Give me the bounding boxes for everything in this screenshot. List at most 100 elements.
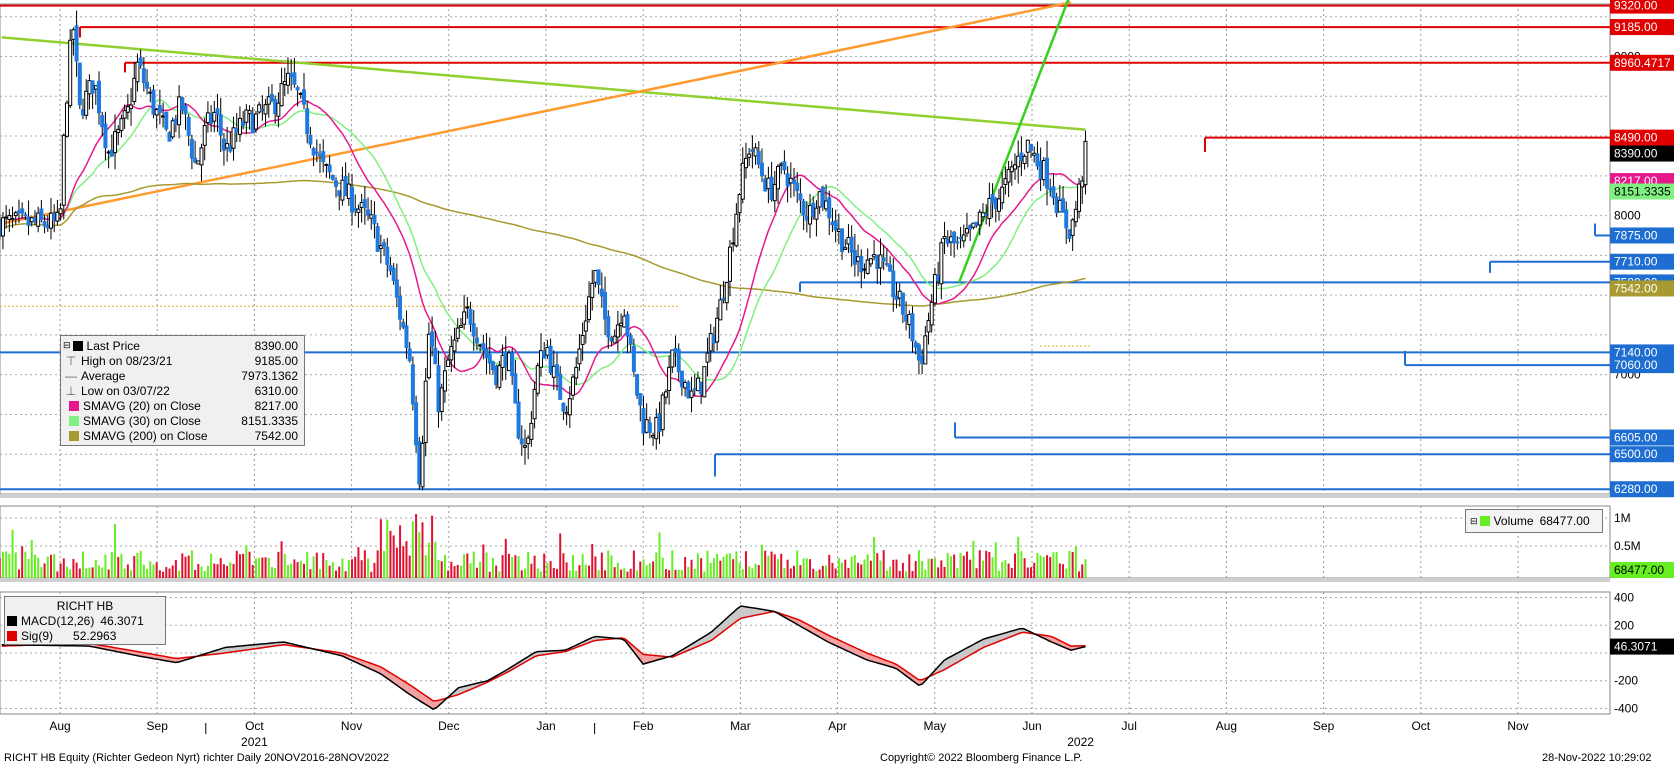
volume-bar [620, 569, 623, 578]
candle-down [430, 331, 435, 347]
candle-down [484, 348, 489, 359]
volume-bar [757, 565, 760, 578]
volume-bar [245, 545, 248, 578]
macd-fill [991, 635, 995, 645]
candle-down [891, 270, 896, 298]
candle-up [446, 359, 451, 368]
volume-bar [559, 533, 562, 578]
volume-bar [174, 560, 177, 578]
candle-up [567, 398, 572, 416]
volume-bar [696, 553, 699, 578]
candle-down [519, 438, 524, 445]
volume-bar [652, 561, 655, 578]
candle-up [426, 333, 431, 379]
candle-down [936, 274, 941, 282]
candle-up [987, 197, 992, 220]
volume-bar [857, 562, 860, 578]
candle-down [321, 151, 326, 163]
candle-down [792, 179, 797, 184]
volume-bar [937, 567, 940, 578]
candle-up [13, 212, 18, 217]
macd-fill [643, 654, 647, 665]
volume-bar [187, 555, 190, 578]
candle-up [670, 349, 675, 368]
volume-bar [831, 562, 834, 578]
candle-up [205, 112, 210, 124]
volume-bar [14, 552, 17, 578]
candle-down [558, 373, 563, 400]
volume-bar [680, 569, 683, 578]
volume-bar [206, 565, 209, 578]
candle-up [743, 157, 748, 169]
volume-bar [440, 561, 443, 578]
volume-bar [1055, 551, 1058, 578]
volume-bar [728, 553, 731, 578]
volume-bar [511, 557, 514, 578]
volume-bar [789, 568, 792, 578]
volume-bar [94, 559, 97, 578]
volume-bar [53, 554, 56, 578]
candle-down [904, 314, 909, 322]
candle-down [382, 242, 387, 247]
candle-down [833, 220, 838, 231]
volume-bar [11, 529, 14, 578]
candle-up [538, 350, 543, 368]
candle-down [894, 295, 899, 301]
candle-up [695, 377, 700, 392]
volume-bar [869, 560, 872, 578]
volume-bar [504, 538, 507, 578]
candle-up [593, 270, 598, 283]
volume-bar [17, 569, 20, 578]
volume-bar [1, 551, 4, 578]
candle-up [199, 147, 204, 166]
volume-bar [552, 567, 555, 578]
candle-down [503, 351, 508, 368]
legend-label: High on 08/23/21 [81, 353, 173, 368]
candle-up [571, 376, 576, 396]
volume-bar [306, 551, 309, 578]
collapse-icon[interactable]: ⊟ [63, 340, 71, 350]
candle-up [660, 394, 665, 431]
candle-up [702, 366, 707, 398]
candle-up [1025, 139, 1030, 153]
volume-bar [523, 568, 526, 578]
macd-fill [523, 657, 528, 663]
candle-up [923, 335, 928, 365]
candle-up [824, 200, 829, 210]
candle-up [961, 234, 966, 242]
volume-bar [901, 562, 904, 578]
volume-bar [732, 559, 735, 578]
y-tick-label: 0.5M [1614, 539, 1641, 553]
volume-bar [501, 555, 504, 578]
volume-bar [588, 565, 591, 578]
volume-bar [735, 551, 738, 578]
candle-up [340, 179, 345, 201]
volume-bar [475, 567, 478, 578]
volume-bar [498, 571, 501, 578]
volume-bar [453, 566, 456, 578]
candle-up [814, 207, 819, 220]
candle-down [1035, 153, 1040, 167]
legend-row-last-price: ⊟ Last Price 8390.00 [61, 338, 304, 353]
volume-bar [117, 556, 120, 578]
volume-bar [82, 551, 85, 578]
candle-up [225, 143, 230, 149]
candle-down [811, 202, 816, 218]
volume-bar [216, 564, 219, 578]
legend-label: MACD(12,26) [21, 613, 95, 628]
price-label-text: 7060.00 [1614, 358, 1658, 372]
candle-up [231, 127, 236, 149]
price-label-text: 8960.4717 [1614, 56, 1671, 70]
candle-down [920, 355, 925, 365]
volume-bar [354, 556, 357, 578]
candle-down [657, 413, 662, 432]
collapse-icon[interactable]: ⊟ [1470, 515, 1478, 526]
volume-bar [341, 558, 344, 578]
candle-up [580, 334, 585, 345]
volume-bar [152, 564, 155, 578]
candle-down [638, 393, 643, 406]
volume-bar [495, 565, 498, 578]
volume-bar [572, 555, 575, 578]
candle-down [350, 186, 355, 213]
x-month-label: Feb [633, 719, 654, 733]
